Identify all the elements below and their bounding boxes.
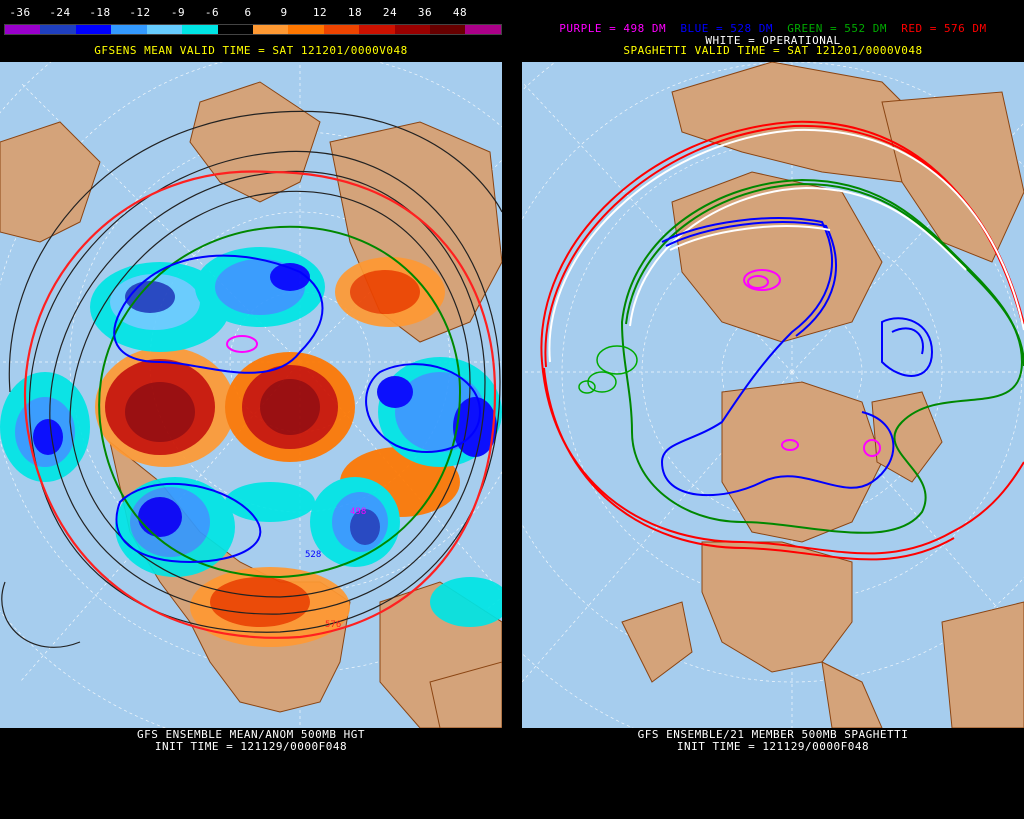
contour-498dm bbox=[226, 335, 258, 353]
colorbar-swatch bbox=[465, 25, 501, 34]
contour-576dm bbox=[24, 170, 497, 639]
spaghetti-legend: PURPLE = 498 DM BLUE = 528 DM GREEN = 55… bbox=[522, 22, 1024, 35]
contour-498dm-members bbox=[743, 269, 881, 457]
left-footer-line2: INIT TIME = 121129/0000F048 bbox=[154, 740, 348, 753]
colorbar-label: 36 bbox=[417, 6, 433, 19]
colorbar-label: 48 bbox=[452, 6, 468, 19]
legend-purple: PURPLE = 498 DM bbox=[559, 22, 667, 35]
spaghetti-panel: PURPLE = 498 DM BLUE = 528 DM GREEN = 55… bbox=[522, 0, 1024, 819]
colorbar-labels: -36 -24 -18 -12 -9 -6 6 9 12 18 24 36 48 bbox=[0, 6, 502, 20]
legend-blue: BLUE = 528 DM bbox=[680, 22, 773, 35]
operational-552dm bbox=[629, 186, 967, 327]
africa-land bbox=[429, 661, 502, 728]
colorbar-label: -12 bbox=[129, 6, 151, 19]
spaghetti-contours bbox=[540, 120, 1024, 561]
operational-legend: WHITE = OPERATIONAL bbox=[705, 34, 841, 47]
colorbar-label: 9 bbox=[280, 6, 288, 19]
colorbar-label: -24 bbox=[49, 6, 71, 19]
panel-divider bbox=[502, 0, 522, 819]
colorbar-swatch bbox=[430, 25, 466, 34]
colorbar-swatch bbox=[40, 25, 76, 34]
contour-label: 528 bbox=[305, 550, 321, 560]
right-footer-line2: INIT TIME = 121129/0000F048 bbox=[676, 740, 870, 753]
contour-552dm bbox=[98, 225, 462, 579]
colorbar-swatch bbox=[217, 25, 253, 34]
colorbar-swatch bbox=[111, 25, 147, 34]
colorbar-label: -9 bbox=[170, 6, 186, 19]
hawaii-region-land bbox=[621, 601, 693, 683]
ensemble-mean-panel: -36 -24 -18 -12 -9 -6 6 9 12 18 24 36 48… bbox=[0, 0, 502, 819]
anomaly-colorbar bbox=[4, 24, 502, 35]
canada-land bbox=[721, 381, 883, 543]
colorbar-label: -18 bbox=[89, 6, 111, 19]
colorbar-label: 18 bbox=[347, 6, 363, 19]
left-valid-time-title: GFSENS MEAN VALID TIME = SAT 121201/0000… bbox=[94, 44, 408, 57]
operational-576dm bbox=[548, 128, 1024, 363]
colorbar-swatch bbox=[323, 25, 360, 34]
spaghetti-map-svg bbox=[522, 62, 1024, 728]
colorbar-label: 6 bbox=[244, 6, 252, 19]
ensemble-mean-map-svg: 498 528 576 bbox=[0, 62, 502, 728]
colorbar-label: -6 bbox=[204, 6, 220, 19]
colorbar-swatch bbox=[359, 25, 395, 34]
right-footer-line1: GFS ENSEMBLE/21 MEMBER 500MB SPAGHETTI bbox=[637, 728, 909, 741]
south-america-land bbox=[941, 601, 1024, 728]
europe-land bbox=[881, 91, 1024, 263]
left-footer-line1: GFS ENSEMBLE MEAN/ANOM 500MB HGT bbox=[137, 728, 365, 741]
land-masses bbox=[621, 62, 1024, 728]
contour-528dm-members bbox=[660, 217, 934, 497]
contour-labels: 498 528 576 bbox=[305, 507, 366, 630]
mexico-land bbox=[821, 661, 883, 728]
spaghetti-map bbox=[522, 62, 1024, 728]
colorbar-swatch bbox=[5, 25, 41, 34]
operational-528dm bbox=[669, 225, 831, 251]
colorbar-swatch bbox=[394, 25, 431, 34]
ensemble-mean-map: 498 528 576 bbox=[0, 62, 502, 728]
colorbar-swatch bbox=[252, 25, 289, 34]
asia-land bbox=[671, 171, 883, 343]
anomaly-shading bbox=[0, 247, 502, 647]
contour-528dm bbox=[113, 254, 482, 564]
legend-green: GREEN = 552 DM bbox=[787, 22, 887, 35]
contour-552dm-pacific bbox=[578, 345, 638, 394]
contour-552dm-members bbox=[620, 178, 1024, 534]
contour-label: 498 bbox=[350, 507, 366, 517]
contour-label: 576 bbox=[325, 620, 341, 630]
greenland-land bbox=[871, 391, 943, 483]
colorbar-swatch bbox=[75, 25, 112, 34]
colorbar-label: 12 bbox=[312, 6, 328, 19]
right-valid-time-title: SPAGHETTI VALID TIME = SAT 121201/0000V0… bbox=[623, 44, 923, 57]
colorbar-swatch bbox=[146, 25, 183, 34]
colorbar-swatch bbox=[288, 25, 324, 34]
colorbar-label: -36 bbox=[9, 6, 31, 19]
asia-land bbox=[0, 121, 101, 243]
legend-red: RED = 576 DM bbox=[901, 22, 987, 35]
colorbar-label: 24 bbox=[382, 6, 398, 19]
colorbar-swatch bbox=[182, 25, 218, 34]
